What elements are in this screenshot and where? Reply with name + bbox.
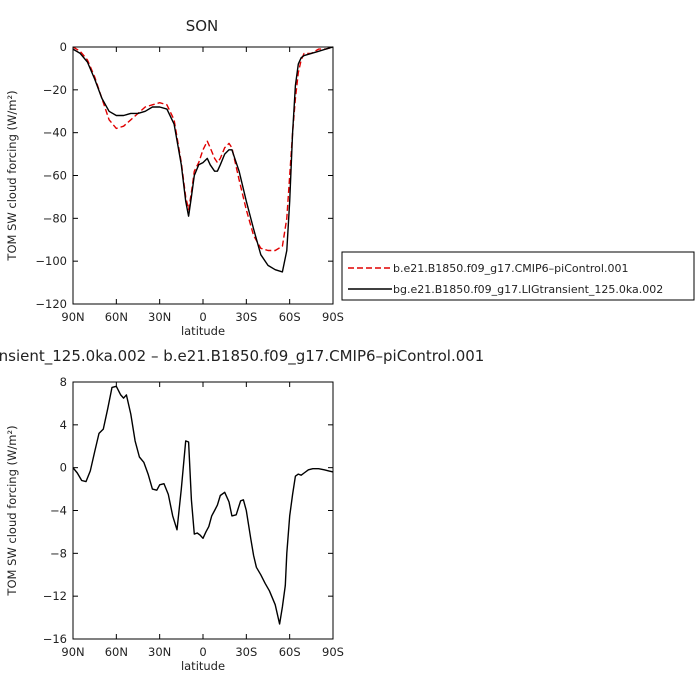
x-tick-label: 90N (61, 645, 84, 659)
legend-box (341, 251, 695, 301)
y-tick-label: −40 (43, 126, 67, 140)
plot-frame (72, 381, 334, 640)
x-tick-label: 30N (148, 645, 171, 659)
difference-chart-title: g17.LIGtransient_125.0ka.002 – b.e21.B18… (0, 347, 484, 366)
control-vs-transient-panel: 90N 60N 30N 0 30S 60S 90S 0 −20 −40 −60 −80 −100 −120… (5, 40, 344, 338)
x-tick-label: 0 (199, 645, 206, 659)
y-tick-label: −60 (43, 169, 67, 183)
legend-label-1: bg.e21.B1850.f09_g17.LIGtransient_125.0k… (393, 283, 663, 296)
x-axis-label: latitude (181, 324, 225, 338)
series-line-0 (72, 46, 334, 252)
y-tick-label: −80 (43, 211, 67, 225)
x-tick-label: 60N (105, 310, 128, 324)
chart-title: SON (186, 17, 219, 35)
y-tick-label: −100 (35, 254, 67, 268)
x-tick-label: 60S (279, 645, 301, 659)
y-axis-label: TOM SW cloud forcing (W/m²) (5, 90, 19, 261)
x-tick-label: 30S (235, 310, 257, 324)
x-axis-label: latitude (181, 659, 225, 673)
x-tick-label: 30N (148, 310, 171, 324)
y-tick-label: −16 (43, 632, 67, 646)
y-tick-label: −12 (43, 589, 67, 603)
legend-label-0: b.e21.B1850.f09_g17.CMIP6–piControl.001 (393, 262, 628, 275)
y-tick-label: −120 (35, 297, 67, 311)
y-tick-label: 0 (60, 40, 67, 54)
series-line-0 (72, 385, 334, 625)
y-axis-label: TOM SW cloud forcing (W/m²) (5, 425, 19, 596)
y-tick-label: 0 (60, 461, 67, 475)
y-tick-label: 4 (60, 418, 67, 432)
x-tick-label: 60N (105, 645, 128, 659)
difference-panel: 90N 60N 30N 0 30S 60S 90S 8 4 0 −4 −8 −12 −16 latitude… (5, 375, 344, 673)
x-tick-label: 90N (61, 310, 84, 324)
y-tick-label: 8 (60, 375, 67, 389)
x-tick-label: 60S (279, 310, 301, 324)
series-line-1 (72, 46, 334, 273)
x-tick-label: 0 (199, 310, 206, 324)
y-tick-label: −4 (50, 504, 67, 518)
y-tick-label: −8 (50, 546, 67, 560)
x-tick-label: 90S (322, 310, 344, 324)
plot-frame (72, 46, 334, 305)
x-tick-label: 30S (235, 645, 257, 659)
y-tick-label: −20 (43, 83, 67, 97)
x-tick-label: 90S (322, 645, 344, 659)
legend: b.e21.B1850.f09_g17.CMIP6–piControl.001b… (341, 251, 695, 301)
